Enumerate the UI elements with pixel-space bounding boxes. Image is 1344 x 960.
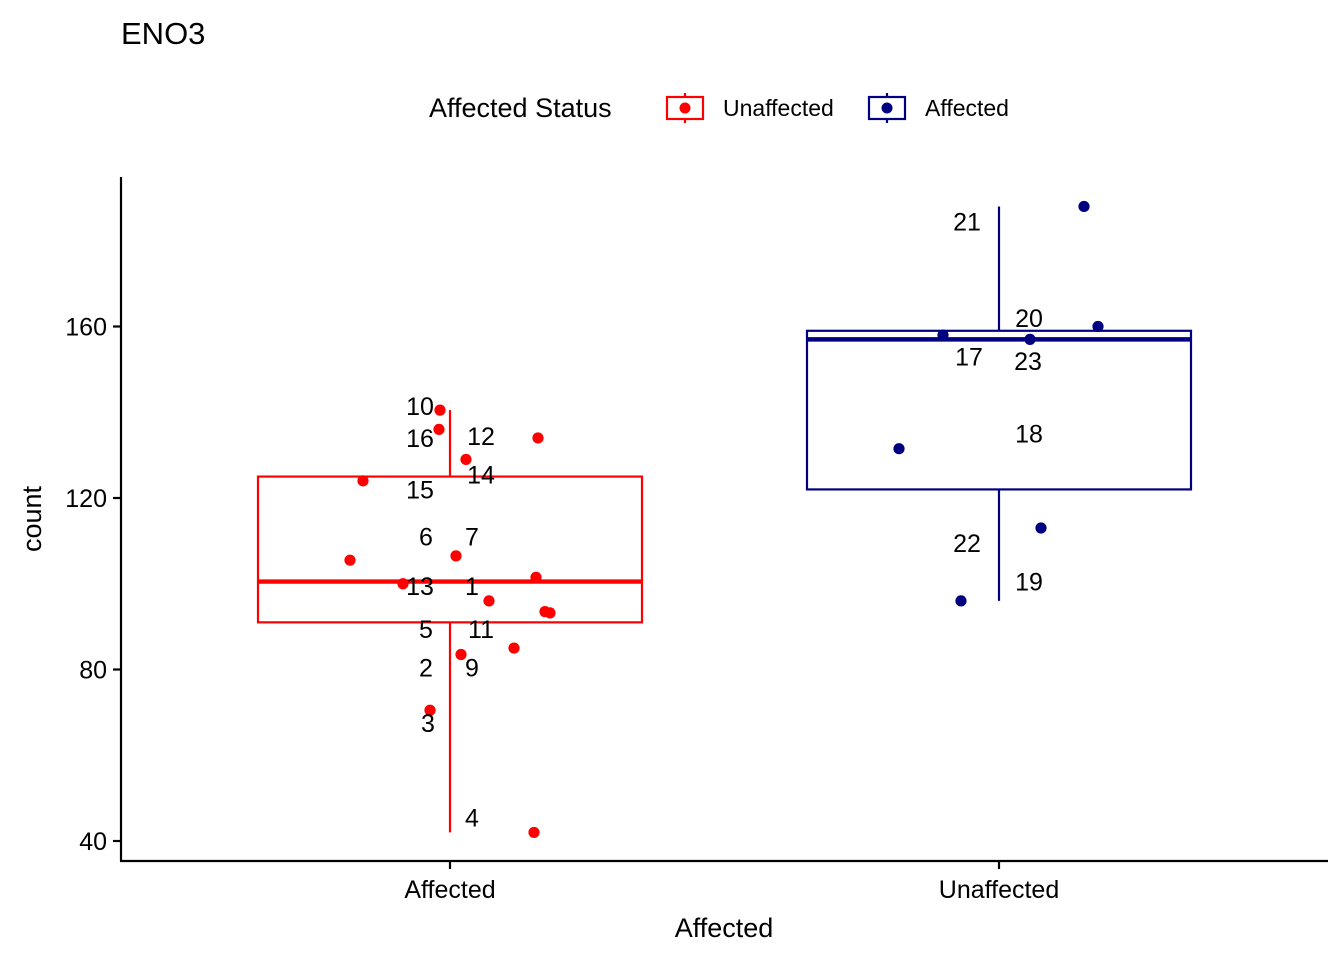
box-affected	[256, 475, 644, 624]
point-label-6: 6	[419, 524, 433, 552]
data-point	[455, 648, 467, 661]
data-point	[955, 595, 967, 607]
point-label-12: 12	[467, 423, 495, 451]
point-label-10: 10	[406, 393, 434, 421]
point-label-9: 9	[465, 654, 479, 682]
point-label-13: 13	[406, 573, 434, 601]
data-point	[424, 704, 436, 716]
point-label-19: 19	[1015, 569, 1043, 597]
legend: Affected Status Unaffected Affected	[429, 93, 1009, 123]
data-point	[893, 443, 905, 455]
point-label-18: 18	[1015, 421, 1043, 449]
point-label-16: 16	[406, 425, 434, 453]
data-point	[544, 607, 556, 619]
data-point	[433, 423, 445, 435]
point-label-1: 1	[465, 573, 479, 601]
chart-title: ENO3	[121, 16, 205, 51]
x-tick-label: Unaffected	[939, 876, 1059, 904]
x-axis-ticks: Affected Unaffected	[404, 861, 1059, 904]
y-tick-label: 120	[65, 485, 107, 513]
data-point	[344, 554, 356, 566]
x-tick-label: Affected	[404, 876, 495, 904]
point-label-5: 5	[419, 616, 433, 644]
data-point	[1092, 320, 1104, 333]
data-point	[450, 550, 462, 562]
point-label-14: 14	[467, 461, 495, 489]
data-point	[357, 475, 369, 487]
y-tick-label: 40	[79, 828, 107, 856]
point-label-3: 3	[421, 710, 435, 738]
data-point	[530, 571, 542, 583]
data-point	[483, 595, 495, 607]
y-tick-label: 160	[65, 314, 107, 342]
point-label-11: 11	[468, 616, 494, 644]
data-point	[937, 329, 949, 341]
data-point	[434, 404, 446, 416]
data-point	[460, 453, 472, 466]
y-tick-label: 80	[79, 657, 107, 685]
x-axis-title: Affected	[675, 913, 774, 943]
point-label-7: 7	[465, 524, 479, 552]
legend-label-unaffected: Unaffected	[723, 95, 834, 121]
data-point	[532, 432, 544, 444]
point-label-21: 21	[953, 208, 981, 236]
data-point	[1035, 522, 1047, 534]
point-label-17: 17	[955, 344, 983, 372]
data-point	[1024, 333, 1036, 345]
point-label-15: 15	[406, 476, 434, 504]
data-point	[508, 642, 520, 654]
legend-key-unaffected	[665, 93, 705, 123]
point-label-4: 4	[465, 804, 479, 832]
y-axis-title: count	[17, 485, 47, 552]
point-label-22: 22	[953, 530, 981, 558]
legend-label-affected: Affected	[925, 95, 1009, 121]
point-label-2: 2	[419, 654, 433, 682]
data-point	[528, 826, 540, 839]
legend-title: Affected Status	[429, 93, 612, 123]
point-label-20: 20	[1015, 305, 1043, 333]
box-unaffected	[805, 329, 1193, 491]
point-label-23: 23	[1014, 348, 1042, 376]
legend-key-affected	[867, 93, 907, 123]
data-point	[397, 578, 409, 590]
y-axis-ticks: 40 80 120 160	[65, 314, 121, 856]
data-point	[1078, 200, 1090, 213]
